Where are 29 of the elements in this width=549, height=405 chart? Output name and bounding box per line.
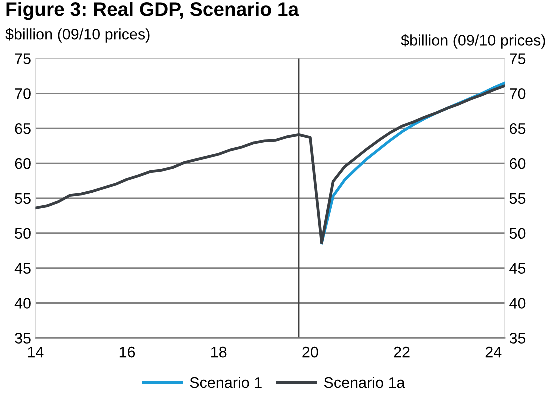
x-tick-label: 24	[486, 346, 502, 358]
y2-tick-label: 40	[510, 298, 526, 309]
y2-tick-label: 50	[510, 228, 526, 240]
legend-label: Scenario 1a	[324, 377, 406, 388]
y2-axis-title: $billion (09/10 prices)	[401, 34, 546, 49]
y-tick-label: 65	[15, 123, 31, 134]
legend-label: Scenario 1	[190, 377, 262, 388]
chart-title: Figure 3: Real GDP, Scenario 1a	[6, 2, 300, 20]
y2-tick-label: 55	[510, 193, 526, 204]
y-tick-label: 55	[15, 193, 31, 204]
y-tick-label: 40	[14, 298, 31, 309]
y-tick-label: 70	[15, 88, 31, 100]
x-tick-label: 16	[120, 346, 136, 358]
y-tick-label: 60	[15, 158, 31, 170]
y-tick-label: 35	[15, 333, 31, 344]
y-axis-title: $billion (09/10 prices)	[6, 28, 150, 43]
y-tick-label: 75	[15, 54, 31, 64]
y2-tick-label: 65	[510, 123, 526, 134]
y-tick-label: 45	[14, 263, 31, 274]
y-tick-label: 50	[15, 228, 31, 240]
x-tick-label: 20	[302, 346, 318, 358]
y2-tick-label: 45	[510, 263, 526, 274]
x-tick-label: 18	[212, 346, 227, 358]
x-tick-label: 22	[394, 346, 410, 358]
y2-tick-label: 60	[510, 158, 526, 170]
x-tick-label: 14	[28, 347, 44, 358]
y2-tick-label: 35	[510, 333, 526, 344]
y2-tick-label: 70	[510, 88, 526, 100]
y2-tick-label: 75	[510, 54, 526, 64]
